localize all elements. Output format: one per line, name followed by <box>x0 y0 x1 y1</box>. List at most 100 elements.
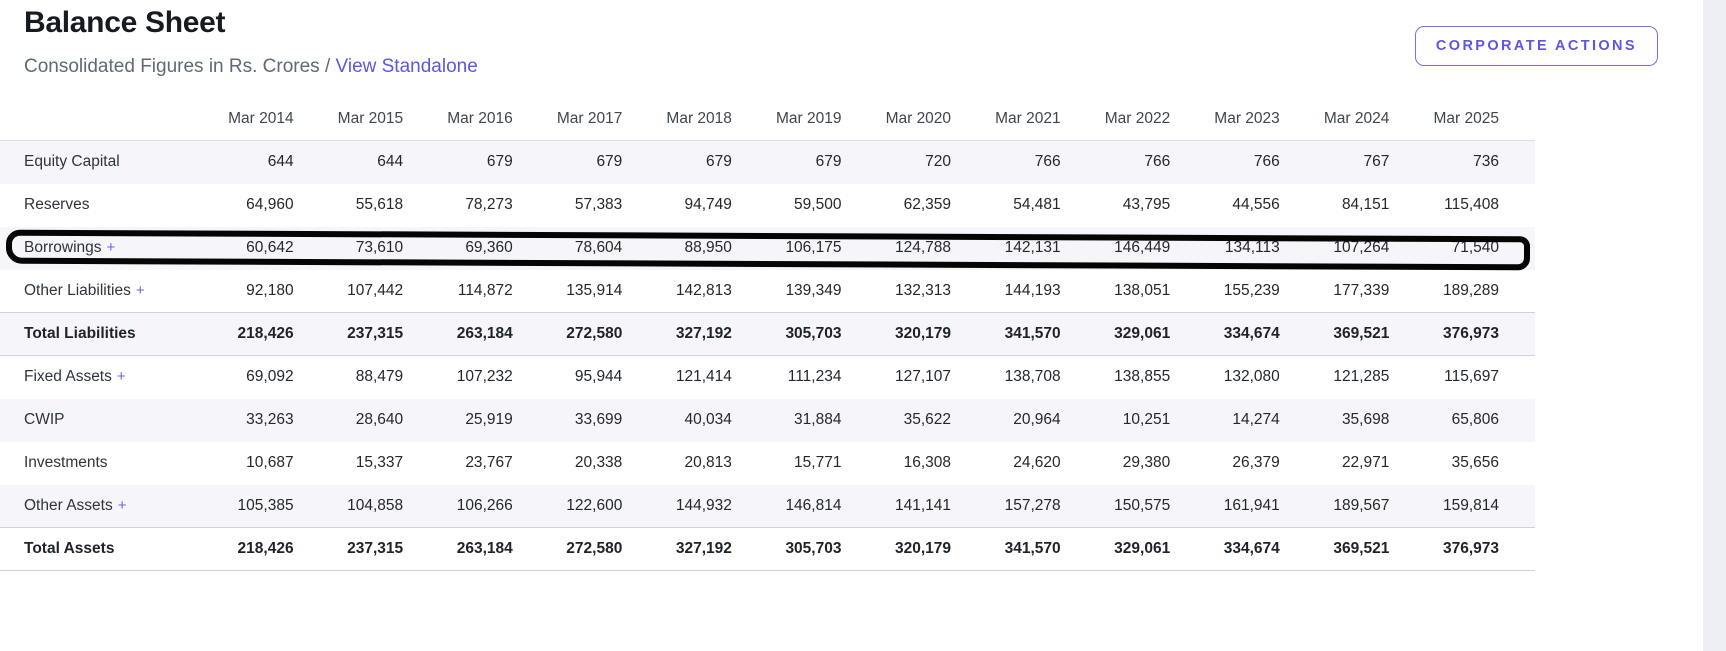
table-row: Other Assets + 105,385 104,858 106,266 122,60… <box>0 484 1535 528</box>
column-header: Mar 2019 <box>767 100 878 141</box>
expand-row-button[interactable]: + <box>106 239 116 256</box>
corporate-actions-button[interactable]: CORPORATE ACTIONS <box>1414 26 1658 66</box>
column-header: Mar 2025 <box>1425 100 1535 141</box>
value-cell: 305,703 <box>767 312 878 356</box>
value-cell: 107,264 <box>1333 239 1390 256</box>
value-cell: 104,858 <box>347 496 404 514</box>
table-row: Total Assets 218,426 237,315 263,184 272,580… <box>0 527 1535 571</box>
value-cell: 369,521 <box>1315 312 1426 356</box>
value-cell: 334,674 <box>1206 527 1316 571</box>
value-cell: 155,239 <box>1223 281 1280 299</box>
value-cell: 33,699 <box>574 411 623 428</box>
value-cell: 31,884 <box>794 411 842 428</box>
value-cell: 766 <box>1253 153 1280 171</box>
value-cell: 138,855 <box>1114 368 1171 386</box>
value-cell: 107,442 <box>347 281 404 299</box>
page-header: Balance Sheet Consolidated Figures in Rs… <box>24 6 478 78</box>
row-label: Borrowings + <box>24 239 116 256</box>
value-cell: 69,360 <box>465 239 513 256</box>
value-cell: 121,285 <box>1333 368 1390 386</box>
table-row: Other Liabilities + 92,180 107,442 114,872 13… <box>0 270 1535 313</box>
value-cell: 106,175 <box>785 239 842 256</box>
value-cell: 40,034 <box>684 411 732 428</box>
value-cell: 26,379 <box>1232 454 1280 471</box>
value-cell: 159,814 <box>1442 496 1499 514</box>
value-cell: 122,600 <box>566 496 623 514</box>
balance-sheet-table: Mar 2014 Mar 2015 Mar 2016 Mar 2017 Mar 2018… <box>0 100 1535 571</box>
value-cell: 115,408 <box>1444 196 1499 213</box>
subtitle-text: Consolidated Figures in Rs. Crores / <box>24 56 336 77</box>
value-cell: 679 <box>815 153 842 171</box>
value-cell: 679 <box>596 153 623 171</box>
value-cell: 263,184 <box>439 312 549 356</box>
value-cell: 55,618 <box>355 196 404 213</box>
value-cell: 115,697 <box>1444 368 1499 386</box>
value-cell: 189,567 <box>1333 496 1390 514</box>
row-label: Total Liabilities <box>0 312 220 356</box>
row-label: CWIP <box>24 411 65 428</box>
value-cell: 720 <box>925 153 952 171</box>
expand-row-button[interactable]: + <box>116 368 126 386</box>
expand-row-button[interactable]: + <box>117 496 127 514</box>
column-header: Mar 2018 <box>658 100 768 141</box>
value-cell: 114,872 <box>457 281 513 299</box>
value-cell: 84,151 <box>1341 196 1390 213</box>
value-cell: 60,642 <box>246 239 294 256</box>
value-cell: 177,339 <box>1333 281 1390 299</box>
value-cell: 144,932 <box>675 496 732 514</box>
page-edge-strip <box>1703 0 1726 651</box>
expand-row-button[interactable]: + <box>135 281 145 299</box>
value-cell: 320,179 <box>877 527 988 571</box>
column-header: Mar 2022 <box>1096 100 1207 141</box>
value-cell: 139,349 <box>785 281 842 299</box>
value-cell: 16,308 <box>903 454 952 471</box>
value-cell: 329,061 <box>1096 312 1207 356</box>
value-cell: 218,426 <box>220 527 330 571</box>
value-cell: 189,289 <box>1442 281 1499 299</box>
table-row: CWIP 33,263 28,640 25,919 33,699 40,034 31,884… <box>0 398 1535 442</box>
value-cell: 10,251 <box>1122 411 1171 428</box>
row-label-column-header <box>0 100 220 141</box>
table-row: Fixed Assets + 69,092 88,479 107,232 95,944 12… <box>0 356 1535 399</box>
value-cell: 146,449 <box>1114 239 1171 256</box>
value-cell: 376,973 <box>1425 312 1535 356</box>
value-cell: 138,051 <box>1114 281 1171 299</box>
value-cell: 78,273 <box>465 196 513 213</box>
value-cell: 24,620 <box>1013 454 1061 471</box>
table-row: Total Liabilities 218,426 237,315 263,184 27… <box>0 312 1535 356</box>
value-cell: 35,698 <box>1341 411 1390 428</box>
value-cell: 237,315 <box>329 312 440 356</box>
value-cell: 64,960 <box>246 196 294 213</box>
value-cell: 28,640 <box>355 411 404 428</box>
value-cell: 135,914 <box>566 281 623 299</box>
value-cell: 10,687 <box>246 454 294 471</box>
value-cell: 644 <box>267 153 294 171</box>
value-cell: 679 <box>706 153 732 171</box>
value-cell: 736 <box>1473 153 1499 171</box>
value-cell: 20,964 <box>1013 411 1061 428</box>
value-cell: 54,481 <box>1013 196 1061 213</box>
figures-subtitle: Consolidated Figures in Rs. Crores / Vie… <box>24 56 478 78</box>
value-cell: 218,426 <box>220 312 330 356</box>
value-cell: 327,192 <box>658 527 768 571</box>
value-cell: 15,337 <box>355 454 404 471</box>
value-cell: 263,184 <box>439 527 549 571</box>
value-cell: 25,919 <box>465 411 513 428</box>
value-cell: 320,179 <box>877 312 988 356</box>
table-row: Borrowings + 60,642 73,610 69,360 78,604 88,95… <box>0 226 1535 270</box>
value-cell: 43,795 <box>1122 196 1171 213</box>
value-cell: 334,674 <box>1206 312 1316 356</box>
value-cell: 138,708 <box>1004 368 1061 386</box>
value-cell: 62,359 <box>903 196 952 213</box>
row-label: Reserves <box>24 196 90 213</box>
row-label: Equity Capital <box>24 153 120 171</box>
value-cell: 142,813 <box>675 281 732 299</box>
table-body: Equity Capital 644 644 679 679 679 679 720 766 76… <box>0 140 1535 571</box>
view-standalone-link[interactable]: View Standalone <box>335 56 478 77</box>
value-cell: 127,107 <box>895 368 952 386</box>
row-label: Fixed Assets + <box>24 368 126 386</box>
value-cell: 679 <box>486 153 513 171</box>
value-cell: 65,806 <box>1451 411 1499 428</box>
column-header: Mar 2014 <box>220 100 330 141</box>
